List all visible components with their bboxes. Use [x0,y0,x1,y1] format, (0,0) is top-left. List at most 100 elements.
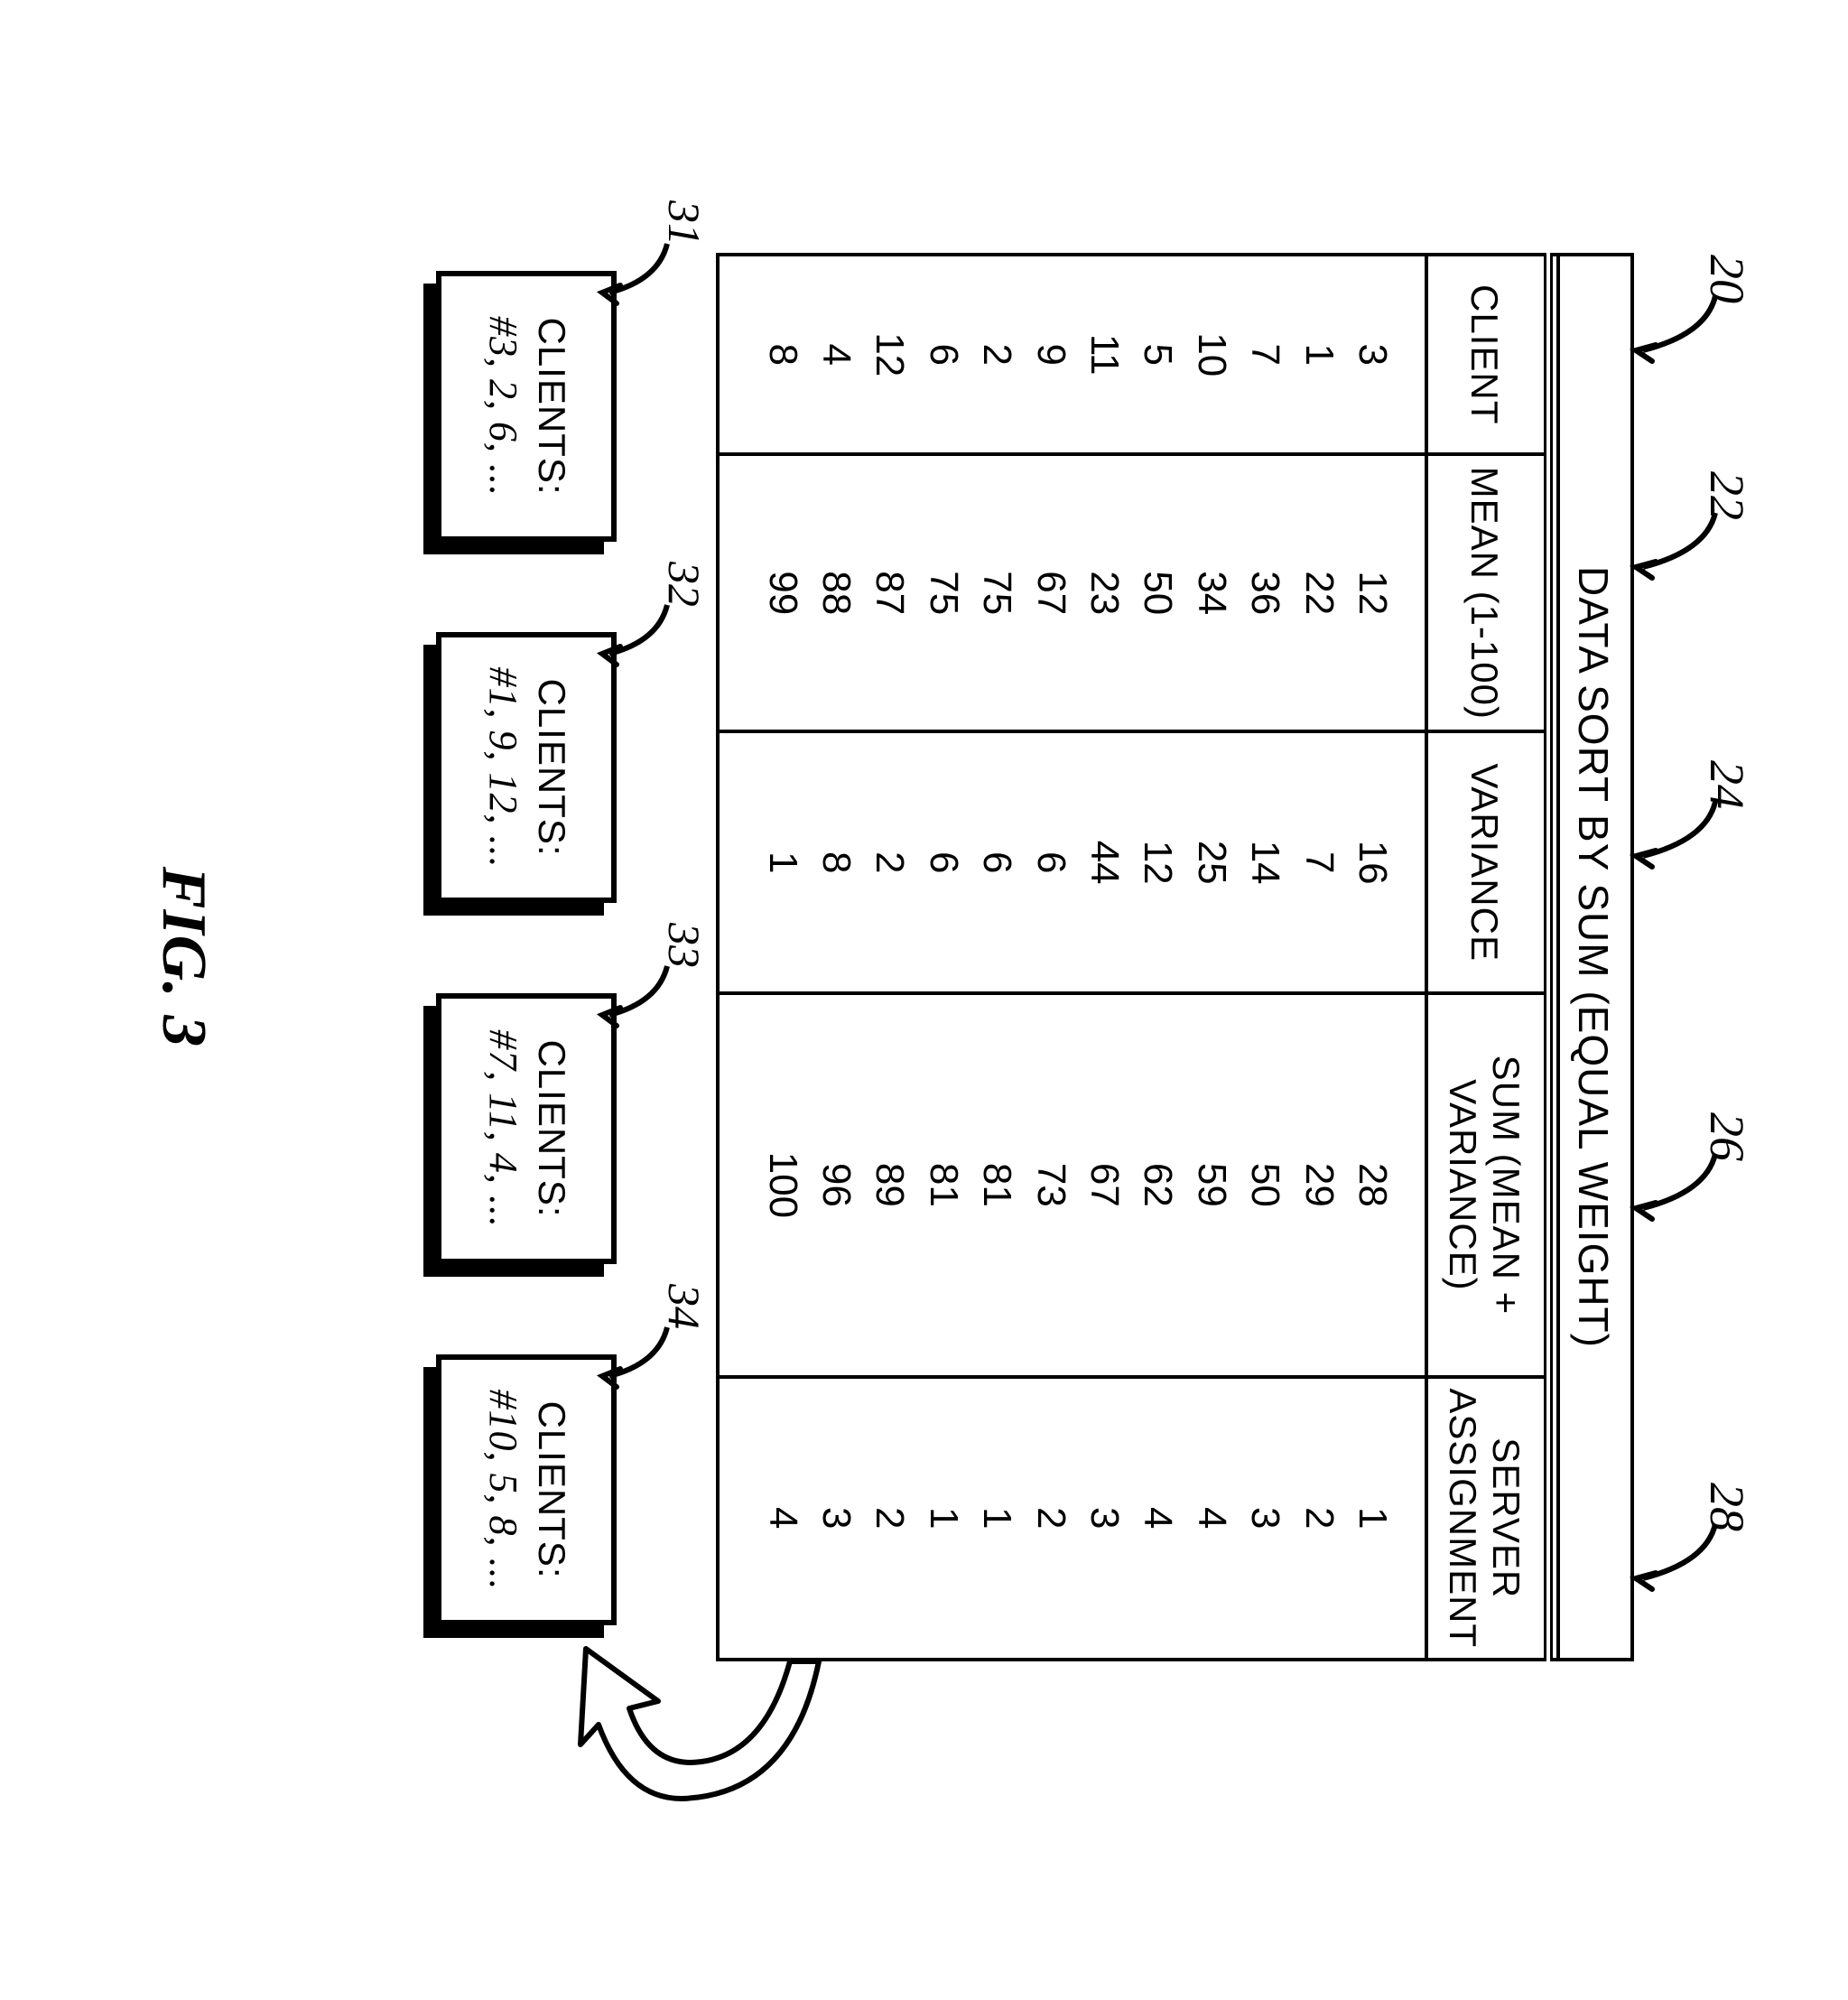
col-data-variance: 16714251244666281 [718,731,1426,993]
server-4-line1: CLIENTS: [528,1400,576,1578]
cell-mean-8: 75 [916,469,970,717]
cell-server-8: 1 [916,1391,970,1646]
col-data-mean: 122236345023677575878899 [718,454,1426,731]
cell-variance-4: 12 [1131,746,1184,979]
server-2-line2: #1, 9, 12, ... [478,667,528,869]
figure-caption: FIG. 3 [147,253,219,1661]
callout-24-label: 24 [1699,760,1755,809]
cell-variance-9: 2 [863,746,916,979]
cell-variance-11: 1 [756,746,809,979]
server-box-4: CLIENTS: #10, 5, 8, ... 34 [436,1354,617,1625]
cell-server-9: 2 [863,1391,916,1646]
callout-20-label: 20 [1699,255,1755,303]
cell-sum-9: 89 [863,1008,916,1362]
cell-server-3: 4 [1184,1391,1238,1646]
callout-24: 24 [1625,777,1724,885]
col-header-client: CLIENT [1426,255,1548,454]
col-header-variance: VARIANCE [1426,731,1548,993]
col-header-sum: SUM (MEAN + VARIANCE) [1426,993,1548,1376]
cell-mean-9: 87 [863,469,916,717]
rotated-content: 20 22 24 26 [147,108,1715,1824]
cell-server-1: 2 [1292,1391,1345,1646]
cell-variance-8: 6 [916,746,970,979]
callout-26: 26 [1625,1129,1724,1237]
cell-sum-6: 73 [1024,1008,1077,1362]
cell-server-4: 4 [1131,1391,1184,1646]
server-box-2: CLIENTS: #1, 9, 12, ... 32 [436,632,617,903]
cell-mean-10: 88 [810,469,863,717]
cell-client-2: 7 [1239,269,1292,440]
cell-variance-5: 44 [1078,746,1131,979]
server-4-line2: #10, 5, 8, ... [478,1390,528,1591]
callout-26-label: 26 [1699,1112,1755,1161]
cell-mean-3: 34 [1184,469,1238,717]
cell-sum-0: 28 [1346,1008,1399,1362]
server-2-line1: CLIENTS: [528,678,576,856]
cell-client-9: 12 [863,269,916,440]
cell-sum-2: 50 [1239,1008,1292,1362]
cell-server-0: 1 [1346,1391,1399,1646]
cell-client-10: 4 [810,269,863,440]
cell-server-5: 3 [1078,1391,1131,1646]
data-table: DATA SORT BY SUM (EQUAL WEIGHT) CLIENT M… [716,253,1634,1661]
callout-34-label: 34 [658,1284,710,1329]
cell-variance-2: 14 [1239,746,1292,979]
cell-mean-2: 36 [1239,469,1292,717]
cell-sum-4: 62 [1131,1008,1184,1362]
cell-mean-7: 75 [970,469,1024,717]
cell-sum-7: 81 [970,1008,1024,1362]
callout-28-label: 28 [1699,1483,1755,1531]
col-data-sum: 2829505962677381818996100 [718,993,1426,1376]
server-3-line1: CLIENTS: [528,1039,576,1217]
cell-mean-0: 12 [1346,469,1399,717]
diagram: 20 22 24 26 [147,108,1715,1824]
col-header-server: SERVER ASSIGNMENT [1426,1377,1548,1660]
cell-sum-10: 96 [810,1008,863,1362]
callout-33-label: 33 [658,923,710,968]
server-3-line2: #7, 11, 4, ... [478,1029,528,1228]
cell-variance-10: 8 [810,746,863,979]
cell-sum-8: 81 [916,1008,970,1362]
table-title: DATA SORT BY SUM (EQUAL WEIGHT) [1558,255,1632,1660]
cell-sum-11: 100 [756,1008,809,1362]
cell-client-1: 1 [1292,269,1345,440]
cell-variance-0: 16 [1346,746,1399,979]
cell-client-5: 11 [1078,269,1131,440]
callout-28: 28 [1625,1499,1724,1607]
server-box-1: CLIENTS: #3, 2, 6, ... 31 [436,271,617,542]
cell-variance-6: 6 [1024,746,1077,979]
cell-client-0: 3 [1346,269,1399,440]
cell-client-4: 5 [1131,269,1184,440]
cell-server-6: 2 [1024,1391,1077,1646]
table-title-divider [1548,255,1558,1660]
cell-mean-4: 50 [1131,469,1184,717]
col-header-mean: MEAN (1-100) [1426,454,1548,731]
cell-client-3: 10 [1184,269,1238,440]
cell-mean-1: 22 [1292,469,1345,717]
callout-31-label: 31 [658,200,710,246]
cell-mean-5: 23 [1078,469,1131,717]
callout-22-label: 22 [1699,471,1755,520]
server-1-line2: #3, 2, 6, ... [478,316,528,497]
cell-mean-11: 99 [756,469,809,717]
server-boxes: CLIENTS: #3, 2, 6, ... 31 CLIENTS: [364,271,617,1661]
callout-22: 22 [1625,488,1724,596]
server-box-3: CLIENTS: #7, 11, 4, ... 33 [436,993,617,1264]
cell-server-7: 1 [970,1391,1024,1646]
cell-client-6: 9 [1024,269,1077,440]
server-1-line1: CLIENTS: [528,317,576,495]
cell-server-2: 3 [1239,1391,1292,1646]
cell-variance-3: 25 [1184,746,1238,979]
cell-variance-7: 6 [970,746,1024,979]
cell-variance-1: 7 [1292,746,1345,979]
cell-sum-5: 67 [1078,1008,1131,1362]
callout-32-label: 32 [658,562,710,607]
cell-client-11: 8 [756,269,809,440]
cell-client-7: 2 [970,269,1024,440]
cell-client-8: 6 [916,269,970,440]
cell-mean-6: 67 [1024,469,1077,717]
col-data-client: 317105119261248 [718,255,1426,454]
page: 20 22 24 26 [0,0,1848,2000]
cell-sum-1: 29 [1292,1008,1345,1362]
callout-20: 20 [1625,271,1724,379]
